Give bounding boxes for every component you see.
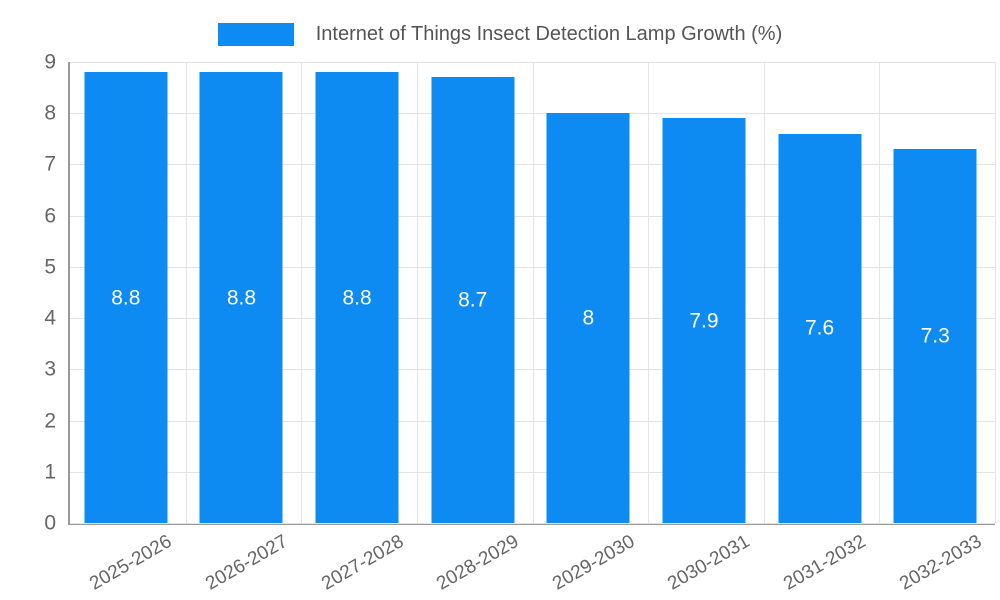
bar[interactable]: 8.8: [84, 72, 168, 523]
gridline-horizontal: [70, 164, 995, 166]
bar-value-label: 7.9: [689, 309, 719, 333]
x-axis-tick-label: 2031-2032: [780, 531, 870, 595]
legend-swatch-series-0: [217, 22, 294, 46]
x-axis-tick-label: 2025-2026: [86, 531, 176, 595]
gridline-horizontal: [70, 471, 995, 473]
gridline-vertical: [879, 62, 880, 523]
x-axis-labels: 2025-2026 2026-2027 2027-2028 2028-2029 2029…: [68, 523, 993, 600]
plot-area: [68, 62, 996, 525]
x-axis-tick-label: 2032-2033: [895, 531, 985, 595]
gridline-horizontal: [70, 318, 995, 320]
y-axis-tick-label: 2: [44, 409, 56, 433]
y-axis-tick-label: 6: [44, 204, 56, 228]
gridline-vertical: [995, 62, 996, 523]
bar[interactable]: 7.9: [662, 118, 746, 523]
y-axis-tick-label: 5: [44, 255, 56, 279]
gridline-horizontal: [70, 62, 995, 63]
bar-value-label: 8.8: [111, 286, 141, 310]
x-axis-tick-label: 2027-2028: [317, 531, 407, 595]
bar[interactable]: 8.7: [431, 77, 515, 523]
x-axis-tick-label: 2030-2031: [664, 531, 754, 595]
gridline-vertical: [186, 62, 187, 523]
bar-value-label: 8: [582, 306, 595, 330]
gridline-vertical: [533, 62, 534, 523]
y-axis-tick-label: 9: [44, 50, 56, 74]
gridline-horizontal: [70, 420, 995, 422]
bar[interactable]: 7.6: [778, 133, 862, 523]
bar-slot: 8.8: [68, 62, 184, 523]
bar-slot: 8: [531, 62, 647, 523]
legend-label-series-0: Internet of Things Insect Detection Lamp…: [315, 22, 783, 45]
y-axis-tick-label: 3: [44, 357, 56, 381]
y-axis-tick-label: 0: [44, 511, 56, 535]
x-axis-tick-label: 2026-2027: [202, 531, 292, 595]
bar[interactable]: 8.8: [199, 72, 283, 523]
gridline-horizontal: [70, 113, 995, 115]
bar-slot: 8.7: [415, 62, 531, 523]
bar-value-label: 7.3: [920, 324, 950, 348]
bar-slot: 7.6: [762, 62, 878, 523]
gridline-horizontal: [70, 369, 995, 371]
bar-value-label: 8.7: [458, 288, 488, 312]
gridline-vertical: [764, 62, 765, 523]
gridline-vertical: [648, 62, 649, 523]
bar-slot: 7.9: [646, 62, 762, 523]
bar-series-group: 8.8 8.8 8.8 8.7 8 7.9 7.6 7.3: [68, 62, 993, 523]
gridline-vertical: [417, 62, 418, 523]
gridline-horizontal: [70, 523, 995, 524]
y-axis-tick-label: 7: [44, 152, 56, 176]
bar-value-label: 8.8: [226, 286, 257, 310]
y-axis-tick-label: 1: [44, 460, 56, 484]
y-axis-labels: 0 1 2 3 4 5 6 7 8 9: [0, 52, 56, 534]
bar[interactable]: 8.8: [315, 72, 399, 523]
chart-legend: Internet of Things Insect Detection Lamp…: [0, 20, 1000, 48]
bar-slot: 7.3: [877, 62, 993, 523]
gridline-horizontal: [70, 266, 995, 268]
gridline-vertical: [301, 62, 302, 523]
bar-slot: 8.8: [299, 62, 415, 523]
bar-slot: 8.8: [184, 62, 300, 523]
x-axis-tick-label: 2029-2030: [548, 531, 639, 595]
y-axis-tick-label: 4: [44, 306, 56, 330]
bar-value-label: 7.6: [804, 316, 835, 340]
x-axis-tick-label: 2028-2029: [433, 531, 523, 595]
gridline-horizontal: [70, 215, 995, 217]
y-axis-tick-label: 8: [44, 101, 56, 125]
bar[interactable]: 8: [546, 113, 630, 523]
bar-value-label: 8.8: [342, 286, 372, 310]
bar[interactable]: 7.3: [893, 149, 977, 523]
